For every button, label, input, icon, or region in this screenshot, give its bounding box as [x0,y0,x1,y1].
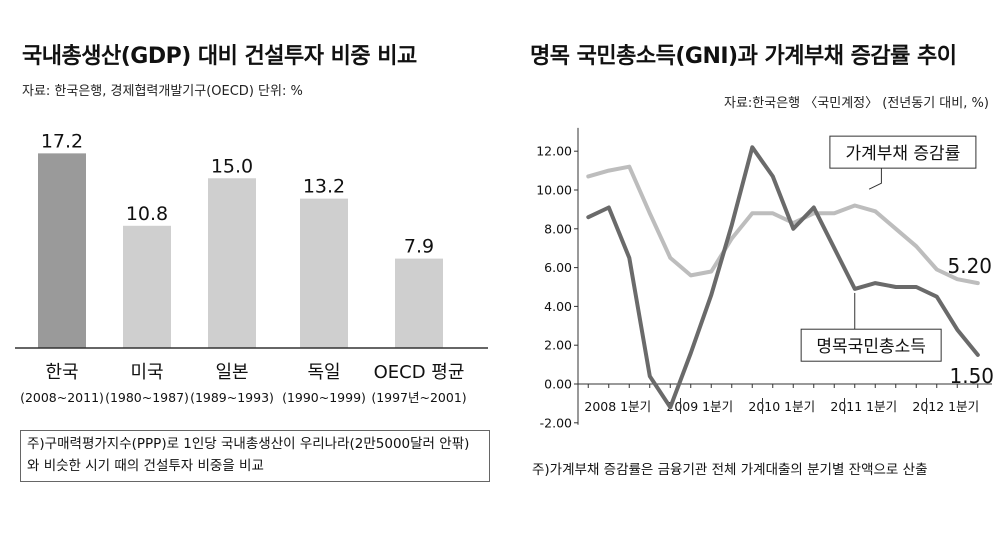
bar-chart: 17.2 한국 (2008~2011) 10.8 미국 (1980~1987) 15.0 일본… [15,130,488,405]
left-note-line-2: 와 비슷한 시기 때의 건설투자 비중을 비교 [27,458,264,474]
series-2-point-20 [976,353,980,357]
series-1-point-6 [689,273,693,277]
series-2-point-2 [607,205,611,210]
bar-value-label-3: 15.0 [211,155,253,177]
series-1-point-2 [607,169,611,173]
series-1-point-3 [627,165,631,169]
series-1-point-19 [955,277,959,281]
x-tick-label-2: 2009 1분기 [666,399,733,414]
bar-5 [395,258,443,348]
series-2-point-7 [709,293,713,297]
series-2-point-19 [955,328,959,332]
series-1-point-14 [853,203,857,208]
bar-period-label-1: (2008~2011) [20,390,104,405]
x-tick-label-1: 2008 1분기 [584,399,651,414]
bar-value-label-4: 13.2 [303,176,345,198]
series-1-point-9 [750,211,754,215]
series-1-point-5 [668,256,672,260]
bar-category-label-5: OECD 평균 [374,362,465,383]
left-chart-source: 자료: 한국은행, 경제협력개발기구(OECD) 단위: % [22,84,303,99]
debt-end-label: 5.20 [947,254,992,278]
right-chart-note: 주)가계부채 증감률은 금융기관 전체 가계대출의 분기별 잔액으로 산출 [532,462,928,478]
bar-category-label-2: 미국 [130,362,163,383]
y-tick-label-5: 6.00 [544,260,572,275]
x-tick-label-4: 2011 1분기 [830,399,897,414]
series-2-point-4 [648,374,652,378]
left-note-line-1: 주)구매력평가지수(PPP)로 1인당 국내총생산이 우리나라(2만5000달러… [27,436,470,452]
debt-callout-label: 가계부채 증감률 [845,144,960,164]
gni-end-label: 1.50 [949,364,994,388]
series-2-point-6 [689,351,693,355]
series-2-point-1 [586,215,590,219]
series-2-point-17 [914,285,918,289]
series-2-point-14 [853,287,857,291]
x-tick-label-5: 2012 1분기 [912,399,979,414]
series-1-point-18 [935,267,939,272]
x-tick-label-3: 2010 1분기 [748,399,815,414]
series-line-1 [586,164,980,286]
left-chart-panel: 국내총생산(GDP) 대비 건설투자 비중 비교 자료: 한국은행, 경제협력개… [0,0,490,537]
series-2-point-10 [771,174,775,179]
series-2-point-5 [668,405,672,409]
series-1-point-16 [894,227,898,231]
series-1-point-8 [730,236,734,241]
y-tick-label-3: 2.00 [544,338,572,353]
gni-callout-box [800,328,942,362]
bar-period-label-5: (1997년~2001) [371,390,466,405]
y-tick-label-2: 0.00 [544,377,572,392]
series-2-point-11 [791,227,795,231]
series-1-point-15 [873,209,877,213]
right-chart-title: 명목 국민총소득(GNI)과 가계부채 증감률 추이 [530,44,957,69]
series-2-point-12 [812,205,816,210]
debt-callout-box [829,135,977,169]
series-2-point-9 [750,145,754,149]
series-1-point-1 [586,174,590,179]
series-1-point-4 [648,211,652,215]
bar-period-label-3: (1989~1993) [190,390,274,405]
series-line-2 [586,145,980,410]
bar-category-label-4: 독일 [307,362,340,383]
series-2-point-18 [935,295,939,299]
series-2-point-13 [832,246,836,250]
right-chart-source: 자료:한국은행 〈국민계정〉 (전년동기 대비, %) [724,96,989,111]
bar-4 [300,198,348,348]
series-2-point-15 [873,281,877,285]
bar-2 [123,225,171,348]
gni-callout-label: 명목국민총소득 [816,337,925,357]
right-chart-panel: 명목 국민총소득(GNI)과 가계부채 증감률 추이 자료:한국은행 〈국민계정… [510,0,1000,537]
left-chart-title: 국내총생산(GDP) 대비 건설투자 비중 비교 [22,44,417,69]
bar-value-label-1: 17.2 [41,130,83,152]
series-1-point-10 [771,211,775,215]
bar-category-label-1: 한국 [45,362,78,383]
bar-category-label-3: 일본 [215,362,248,383]
series-1-point-20 [976,281,980,285]
y-tick-label-6: 8.00 [544,221,572,236]
bar-3 [208,178,256,348]
bar-value-label-2: 10.8 [126,203,168,225]
debt-callout-leader [868,168,882,190]
y-tick-label-7: 10.00 [536,183,572,198]
bar-1 [38,153,86,348]
series-2-point-3 [627,256,631,260]
line-chart: -2.00 0.00 2.00 4.00 6.00 8.00 10.00 12.00 2008 … [536,127,994,430]
bar-period-label-2: (1980~1987) [105,390,189,405]
series-2-point-16 [894,285,898,289]
y-tick-label-4: 4.00 [544,299,572,314]
series-2-point-8 [730,223,734,227]
series-1-point-13 [832,211,836,215]
left-chart-note: 주)구매력평가지수(PPP)로 1인당 국내총생산이 우리나라(2만5000달러… [20,430,490,482]
y-tick-label-1: -2.00 [540,415,572,430]
series-1-point-7 [709,269,713,274]
series-1-point-17 [914,244,918,248]
bar-value-label-5: 7.9 [404,236,434,258]
bar-period-label-4: (1990~1999) [282,390,366,405]
y-tick-label-8: 12.00 [536,144,572,159]
